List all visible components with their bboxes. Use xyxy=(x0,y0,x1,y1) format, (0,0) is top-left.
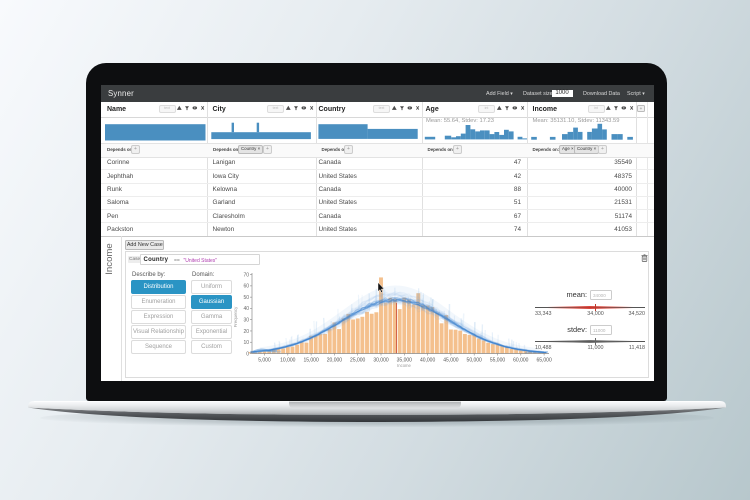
svg-text:40: 40 xyxy=(243,306,249,312)
svg-text:Frequency: Frequency xyxy=(233,306,238,328)
svg-text:30: 30 xyxy=(243,317,249,323)
svg-text:60: 60 xyxy=(243,284,249,290)
svg-text:50: 50 xyxy=(243,295,249,301)
svg-text:5,000: 5,000 xyxy=(258,358,271,364)
svg-text:60,000: 60,000 xyxy=(513,358,529,364)
svg-text:10,000: 10,000 xyxy=(280,358,296,364)
svg-text:20: 20 xyxy=(243,329,249,335)
svg-text:15,000: 15,000 xyxy=(303,358,319,364)
svg-text:10: 10 xyxy=(243,340,249,346)
svg-text:55,000: 55,000 xyxy=(490,358,506,364)
svg-text:70: 70 xyxy=(243,272,249,278)
svg-text:25,000: 25,000 xyxy=(350,358,366,364)
svg-text:0: 0 xyxy=(246,351,249,357)
svg-text:65,000: 65,000 xyxy=(536,358,552,364)
svg-text:Income: Income xyxy=(397,363,411,368)
svg-text:40,000: 40,000 xyxy=(420,358,436,364)
svg-text:20,000: 20,000 xyxy=(327,358,343,364)
svg-text:35,000: 35,000 xyxy=(397,358,413,364)
svg-text:45,000: 45,000 xyxy=(443,358,459,364)
svg-text:30,000: 30,000 xyxy=(373,358,389,364)
svg-text:50,000: 50,000 xyxy=(467,358,483,364)
